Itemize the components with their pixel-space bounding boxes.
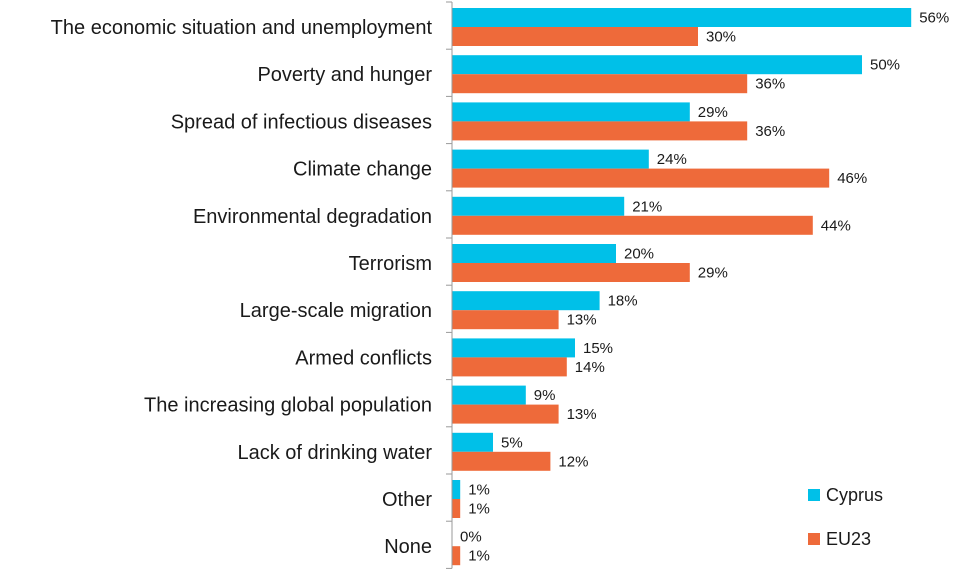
legend-swatch-eu23 <box>808 533 820 545</box>
data-label-cyprus: 24% <box>657 151 687 168</box>
category-label: The economic situation and unemployment <box>51 17 433 39</box>
data-label-cyprus: 50% <box>870 57 900 74</box>
bar-eu23 <box>452 74 748 94</box>
category-label: None <box>384 536 432 558</box>
value-labels: 56% 30% 50% 36% 29% 36% 24% 46% 21% 44% 20% 29% 18% 1… <box>460 10 949 565</box>
bar-cyprus <box>452 244 616 263</box>
data-label-eu23: 44% <box>821 217 851 234</box>
bar-eu23 <box>452 263 690 282</box>
bar-cyprus <box>452 196 625 216</box>
legend-label-eu23: EU23 <box>826 529 871 549</box>
bar-cyprus <box>452 291 600 311</box>
bar-eu23 <box>452 357 567 377</box>
data-label-eu23: 29% <box>698 265 728 282</box>
bar-cyprus <box>452 8 912 27</box>
data-label-cyprus: 0% <box>460 529 482 546</box>
bar-cyprus <box>452 149 649 169</box>
data-label-eu23: 12% <box>558 453 588 470</box>
legend-label-cyprus: Cyprus <box>826 485 883 505</box>
axis-ticks <box>446 1 452 569</box>
bar-eu23 <box>452 499 461 518</box>
data-label-eu23: 1% <box>468 548 490 565</box>
data-label-cyprus: 56% <box>919 10 949 27</box>
bar-eu23 <box>452 451 551 471</box>
bar-cyprus <box>452 55 862 75</box>
bar-eu23 <box>452 215 813 235</box>
bar-cyprus <box>452 385 526 405</box>
bar-cyprus <box>452 432 493 452</box>
category-label: Poverty and hunger <box>257 64 432 86</box>
data-label-cyprus: 9% <box>534 387 556 404</box>
category-labels: The economic situation and unemployment P… <box>51 17 433 558</box>
category-label: Lack of drinking water <box>237 442 432 464</box>
category-label: Terrorism <box>349 253 432 275</box>
data-label-cyprus: 18% <box>608 293 638 310</box>
data-label-cyprus: 20% <box>624 246 654 263</box>
bar-eu23 <box>452 168 830 188</box>
data-label-eu23: 36% <box>755 76 785 93</box>
data-label-cyprus: 15% <box>583 340 613 357</box>
category-label: Climate change <box>293 159 432 181</box>
data-label-cyprus: 5% <box>501 434 523 451</box>
bar-cyprus <box>452 480 461 499</box>
bar-cyprus <box>452 102 690 122</box>
category-label: The increasing global population <box>144 395 432 417</box>
category-label: Spread of infectious diseases <box>171 111 432 133</box>
data-label-eu23: 36% <box>755 123 785 140</box>
category-label: Armed conflicts <box>295 347 432 369</box>
data-label-eu23: 14% <box>575 359 605 376</box>
legend-swatch-cyprus <box>808 489 820 501</box>
data-label-eu23: 1% <box>468 501 490 518</box>
bar-eu23 <box>452 121 748 141</box>
data-label-eu23: 13% <box>567 312 597 329</box>
bar-eu23 <box>452 404 559 424</box>
data-label-eu23: 13% <box>567 406 597 423</box>
data-label-cyprus: 1% <box>468 482 490 499</box>
data-label-eu23: 30% <box>706 29 736 46</box>
bar-cyprus <box>452 338 575 358</box>
bar-eu23 <box>452 310 559 330</box>
data-label-eu23: 46% <box>837 170 867 187</box>
category-label: Environmental degradation <box>193 206 432 228</box>
legend: Cyprus EU23 <box>808 485 883 549</box>
bar-eu23 <box>452 27 698 46</box>
data-label-cyprus: 29% <box>698 104 728 121</box>
data-label-cyprus: 21% <box>632 198 662 215</box>
bars <box>452 8 912 566</box>
category-label: Large-scale migration <box>240 300 432 322</box>
category-label: Other <box>382 489 432 511</box>
bar-eu23 <box>452 546 461 566</box>
